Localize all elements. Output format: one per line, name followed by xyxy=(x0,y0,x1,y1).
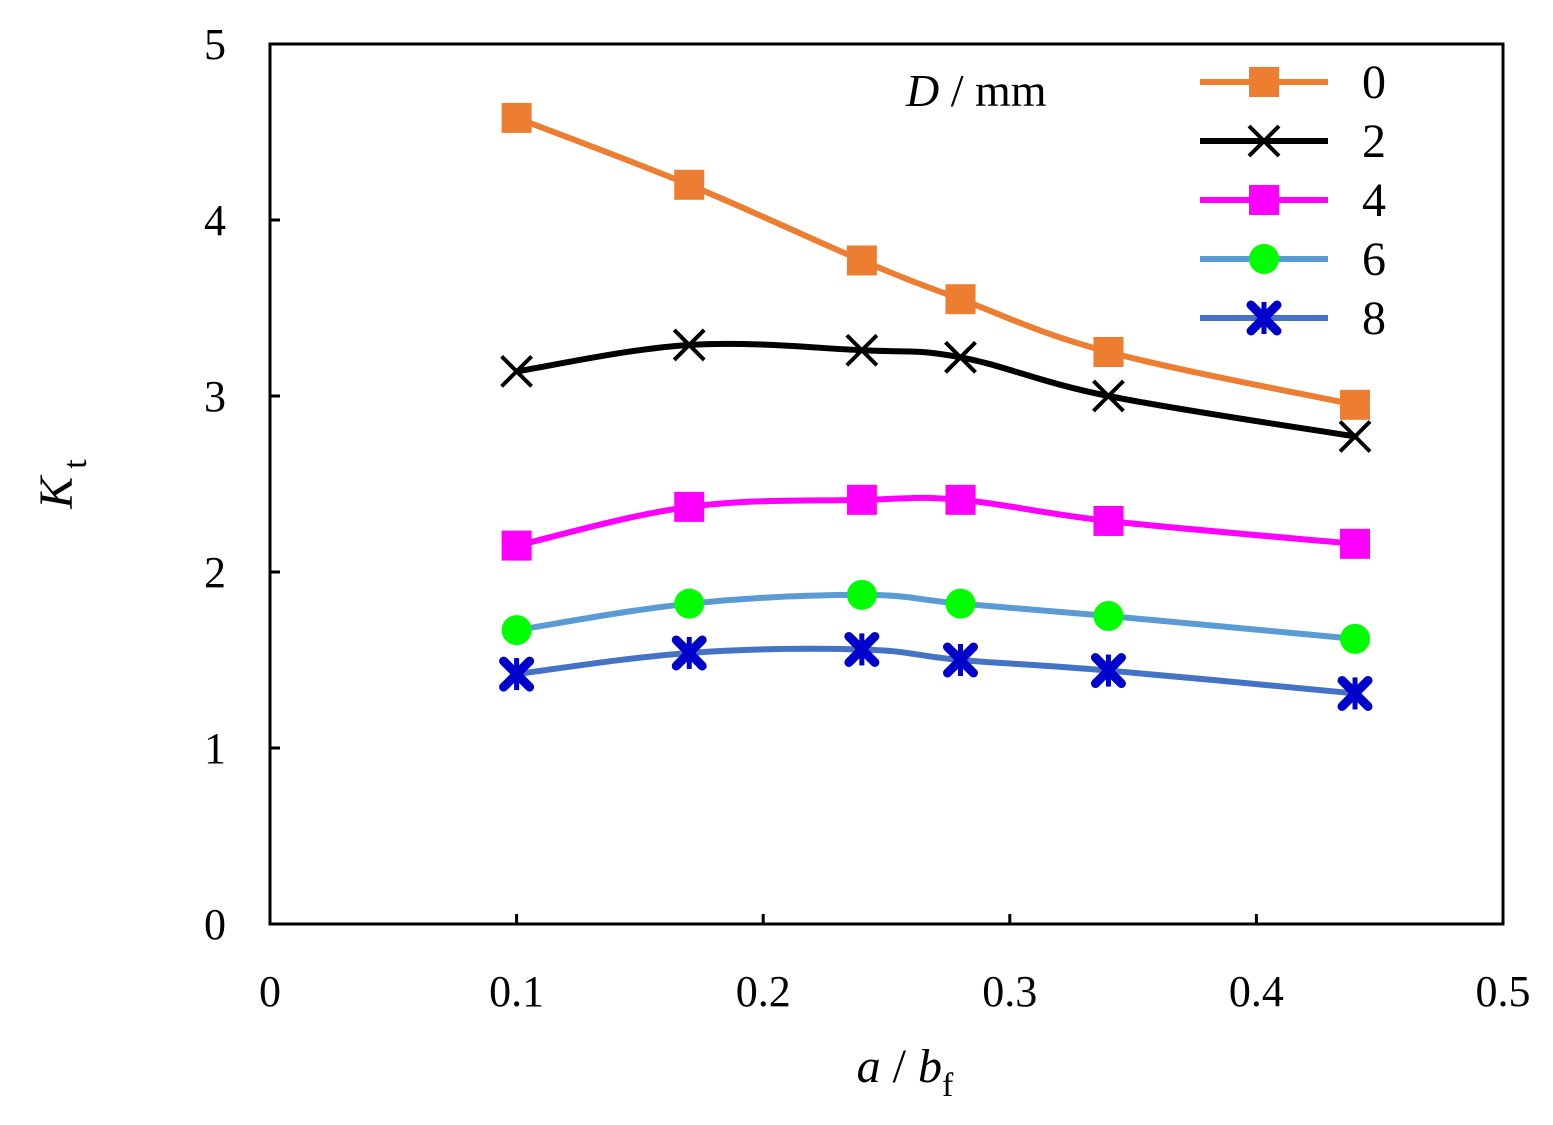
legend-marker-d4 xyxy=(1249,185,1279,215)
data-point-d0-1 xyxy=(501,102,532,133)
legend-entry-d6: 6 xyxy=(1200,233,1386,286)
data-point-d6-5 xyxy=(1093,601,1124,631)
data-point-d4-6 xyxy=(1340,528,1371,559)
y-tick-label-4: 4 xyxy=(204,196,226,245)
legend-label-d2: 2 xyxy=(1362,115,1386,168)
data-point-d0-3 xyxy=(846,245,877,276)
x-axis-title-subscript: f xyxy=(942,1067,954,1104)
series-line-d8 xyxy=(516,645,1356,697)
x-axis-title-separator: / xyxy=(881,1040,918,1093)
data-point-d2-6 xyxy=(1338,420,1372,453)
data-point-d0-2 xyxy=(674,169,705,200)
legend-entry-d0: 0 xyxy=(1200,56,1386,109)
legend-entry-d8: 8 xyxy=(1200,292,1386,345)
data-point-d8-1 xyxy=(499,656,535,692)
data-point-d2-3-stroke xyxy=(845,333,879,367)
x-tick-label-0: 0 xyxy=(259,967,281,1016)
data-point-d2-2-stroke xyxy=(672,328,706,362)
x-tick-label-4: 0.4 xyxy=(1229,967,1284,1016)
data-point-d6-3 xyxy=(846,579,877,610)
data-point-d4-3 xyxy=(846,484,877,515)
legend-title-var: D xyxy=(905,65,939,116)
legend-title: D / mm xyxy=(905,65,1047,116)
x-tick-label-3: 0.3 xyxy=(982,967,1037,1016)
legend-label-d8: 8 xyxy=(1362,292,1386,345)
legend-label-d6: 6 xyxy=(1362,233,1386,286)
series-line-d4 xyxy=(515,494,1356,549)
x-axis-title: a / bf xyxy=(857,1040,954,1104)
data-point-d8-4 xyxy=(942,642,978,678)
y-tick-label-1: 1 xyxy=(204,724,226,773)
data-point-d2-5-stroke xyxy=(1092,379,1125,413)
data-point-d2-3 xyxy=(845,333,879,367)
legend-marker-d2 xyxy=(1247,124,1281,158)
data-point-d0-4 xyxy=(945,284,976,315)
y-axis-title-subscript: t xyxy=(57,459,94,469)
y-tick-label-2: 2 xyxy=(204,548,226,597)
x-tick-label-2: 0.2 xyxy=(736,967,791,1016)
data-point-d2-2 xyxy=(672,328,706,362)
series-line-d2 xyxy=(516,340,1356,440)
data-point-d0-6 xyxy=(1340,389,1371,420)
series-line-d6 xyxy=(516,591,1356,642)
data-point-d8-5 xyxy=(1090,653,1126,689)
data-point-d4-1 xyxy=(501,530,532,561)
data-point-d8-3 xyxy=(844,631,880,667)
y-tick-label-3: 3 xyxy=(204,372,226,421)
data-point-d2-1-stroke xyxy=(500,354,534,388)
data-point-d2-6-stroke xyxy=(1338,420,1372,453)
x-axis-title-var-b: b xyxy=(918,1040,942,1093)
y-axis-title: Kt xyxy=(30,459,94,510)
data-point-d2-4-stroke xyxy=(944,340,977,374)
legend-label-d0: 0 xyxy=(1362,56,1386,109)
y-axis-title-var: K xyxy=(30,474,83,510)
data-point-d8-2 xyxy=(671,635,707,671)
series-line-d0 xyxy=(515,115,1356,408)
legend-marker-d0 xyxy=(1249,67,1279,97)
x-tick-label-1: 0.1 xyxy=(489,967,544,1016)
data-point-d8-6 xyxy=(1337,675,1373,711)
data-point-d4-4 xyxy=(945,484,976,515)
data-point-d6-2 xyxy=(674,588,705,619)
data-point-d6-4 xyxy=(945,588,976,619)
data-point-d0-5 xyxy=(1093,337,1124,367)
data-point-d6-6 xyxy=(1340,623,1371,654)
data-point-d4-5 xyxy=(1093,505,1124,536)
legend-marker-d8 xyxy=(1246,300,1282,336)
legend-entry-d2: 2 xyxy=(1200,115,1386,168)
legend-title-unit: / mm xyxy=(939,65,1047,116)
data-point-d6-1 xyxy=(501,615,532,646)
legend-label-d4: 4 xyxy=(1362,174,1386,227)
data-point-d2-5 xyxy=(1092,379,1125,413)
data-point-d2-1 xyxy=(500,354,534,388)
x-tick-label-5: 0.5 xyxy=(1476,967,1531,1016)
data-point-d4-2 xyxy=(674,491,705,522)
x-axis-title-var-a: a xyxy=(857,1040,881,1093)
y-tick-label-5: 5 xyxy=(204,20,226,69)
data-point-d2-4 xyxy=(944,340,977,374)
y-tick-label-0: 0 xyxy=(204,900,226,949)
legend-entry-d4: 4 xyxy=(1200,174,1386,227)
legend-marker-d2-stroke xyxy=(1247,124,1281,158)
legend-marker-d6 xyxy=(1249,244,1279,274)
plot-area-frame xyxy=(268,42,1505,926)
